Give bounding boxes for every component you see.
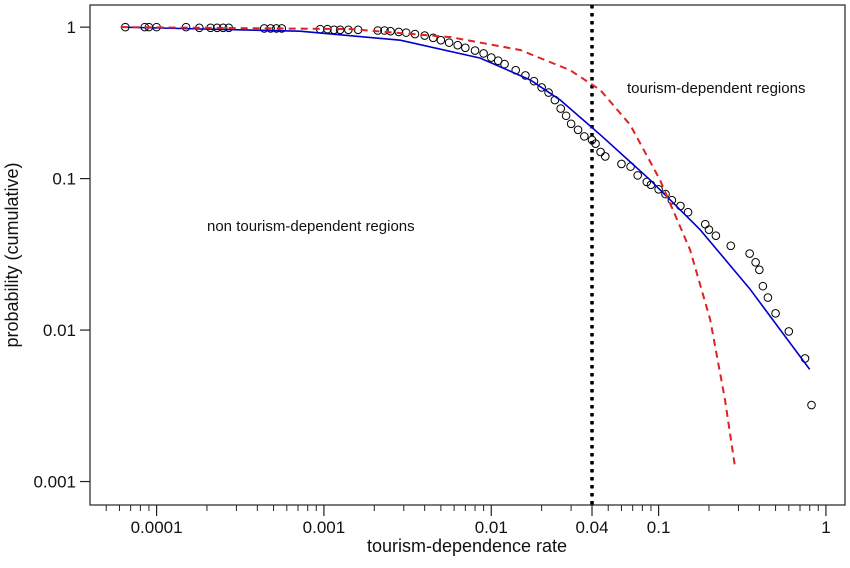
- data-point: [486, 53, 496, 62]
- data-point: [700, 219, 710, 229]
- y-tick-label: 0.001: [33, 473, 76, 492]
- data-point: [771, 309, 780, 318]
- data-point: [758, 281, 768, 291]
- x-tick-label: 0.0001: [131, 518, 183, 537]
- plot-frame: [89, 4, 846, 506]
- data-point: [556, 104, 566, 113]
- data-point: [436, 35, 446, 45]
- x-tick-label: 0.01: [475, 518, 508, 537]
- data-point: [591, 139, 600, 148]
- data-point: [755, 265, 764, 275]
- data-point: [428, 33, 438, 43]
- data-point: [394, 27, 404, 37]
- data-point: [566, 119, 576, 129]
- x-tick-label: 1: [821, 518, 830, 537]
- data-point: [453, 40, 462, 50]
- data-point: [751, 258, 760, 267]
- data-point: [444, 38, 454, 47]
- data-point: [633, 171, 642, 180]
- annotation: tourism-dependent regions: [627, 80, 805, 97]
- data-point: [380, 26, 389, 35]
- data-point: [600, 152, 610, 161]
- data-point: [335, 25, 345, 35]
- data-point: [711, 231, 721, 240]
- data-point: [745, 249, 754, 258]
- y-axis-label: probability (cumulative): [2, 162, 22, 347]
- y-tick-label: 1: [67, 18, 76, 37]
- data-point: [596, 147, 605, 157]
- x-tick-label: 0.04: [575, 518, 608, 537]
- data-point: [807, 400, 816, 410]
- fit-line: [120, 26, 736, 468]
- data-point: [461, 43, 470, 53]
- fit-line: [120, 26, 811, 370]
- data-point: [573, 125, 583, 135]
- x-tick-label: 0.1: [647, 518, 671, 537]
- data-point: [676, 201, 685, 211]
- x-tick-label: 0.001: [303, 518, 346, 537]
- data-point: [544, 88, 553, 97]
- data-point: [654, 184, 663, 194]
- data-point: [661, 189, 670, 199]
- data-point: [479, 49, 488, 58]
- data-point: [537, 83, 546, 92]
- data-point: [726, 241, 736, 251]
- data-point: [784, 327, 794, 336]
- data-point: [580, 132, 589, 141]
- data-point: [529, 76, 539, 86]
- data-point: [470, 46, 480, 55]
- x-axis-label: tourism-dependence rate: [367, 536, 567, 556]
- y-tick-label: 0.1: [52, 170, 76, 189]
- y-tick-label: 0.01: [43, 321, 76, 340]
- data-point: [617, 159, 626, 169]
- data-point: [763, 293, 773, 302]
- data-point: [683, 207, 693, 217]
- data-point: [561, 111, 571, 121]
- annotation: non tourism-dependent regions: [207, 218, 415, 235]
- data-point: [667, 195, 677, 205]
- data-point: [704, 225, 714, 234]
